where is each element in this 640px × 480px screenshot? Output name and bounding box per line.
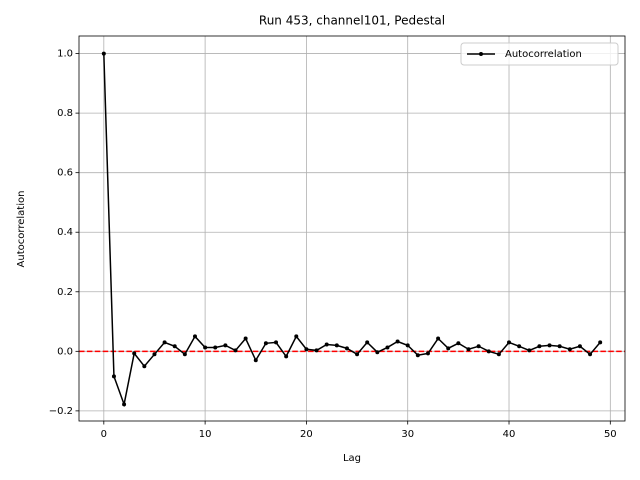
data-point (365, 340, 370, 345)
x-axis-label: Lag (343, 453, 361, 464)
data-point (304, 347, 309, 352)
data-point (142, 364, 147, 369)
x-tick-label: 50 (604, 429, 617, 440)
legend-box (460, 42, 619, 66)
x-tick-label: 10 (199, 429, 212, 440)
x-tick-label: 20 (300, 429, 313, 440)
data-point (172, 344, 177, 349)
data-point (284, 354, 289, 359)
x-tick-label: 40 (503, 429, 516, 440)
data-point (263, 341, 268, 346)
data-point (496, 352, 501, 357)
data-point (294, 334, 299, 339)
data-point (446, 346, 451, 351)
data-point (598, 340, 603, 345)
data-point (375, 350, 380, 355)
data-point (334, 343, 339, 348)
data-point (476, 344, 481, 349)
data-point (486, 349, 491, 354)
data-point (253, 358, 258, 363)
data-point (456, 341, 461, 346)
data-point (162, 340, 167, 345)
data-point (101, 51, 106, 56)
data-point (415, 353, 420, 358)
data-point (344, 346, 349, 351)
x-tick-label: 30 (401, 429, 414, 440)
data-point (203, 345, 208, 350)
legend-marker (479, 52, 483, 56)
data-point (527, 348, 532, 353)
data-point (567, 347, 572, 352)
data-point (436, 336, 441, 341)
chart-title: Run 453, channel101, Pedestal (259, 14, 445, 28)
y-tick-label: 0.8 (57, 108, 73, 119)
data-point (182, 352, 187, 357)
data-point (425, 351, 430, 356)
data-point (223, 343, 228, 348)
data-point (395, 339, 400, 344)
data-point (537, 344, 542, 349)
data-point (132, 351, 137, 356)
y-axis-label: Autocorrelation (16, 191, 27, 268)
data-point (192, 334, 197, 339)
data-point (111, 374, 116, 379)
data-point (557, 344, 562, 349)
y-tick-label: 0.0 (57, 346, 73, 357)
data-point (314, 348, 319, 353)
data-point (243, 336, 248, 341)
data-point (324, 342, 329, 347)
x-tick-label: 0 (101, 429, 107, 440)
y-tick-label: 1.0 (57, 49, 73, 60)
data-point (122, 402, 127, 407)
y-tick-label: −0.2 (49, 406, 73, 417)
data-point (355, 352, 360, 357)
data-point (213, 345, 218, 350)
data-point (588, 352, 593, 357)
data-point (577, 344, 582, 349)
data-point (405, 343, 410, 348)
data-point (274, 340, 279, 345)
data-point (507, 340, 512, 345)
data-point (547, 343, 552, 348)
y-tick-label: 0.2 (57, 287, 73, 298)
y-tick-label: 0.6 (57, 168, 73, 179)
legend-label: Autocorrelation (505, 49, 582, 60)
data-point (517, 344, 522, 349)
data-point (233, 348, 238, 353)
data-point (152, 352, 157, 357)
data-point (466, 347, 471, 352)
y-tick-label: 0.4 (57, 227, 73, 238)
data-point (385, 345, 390, 350)
axes-frame (78, 35, 626, 422)
